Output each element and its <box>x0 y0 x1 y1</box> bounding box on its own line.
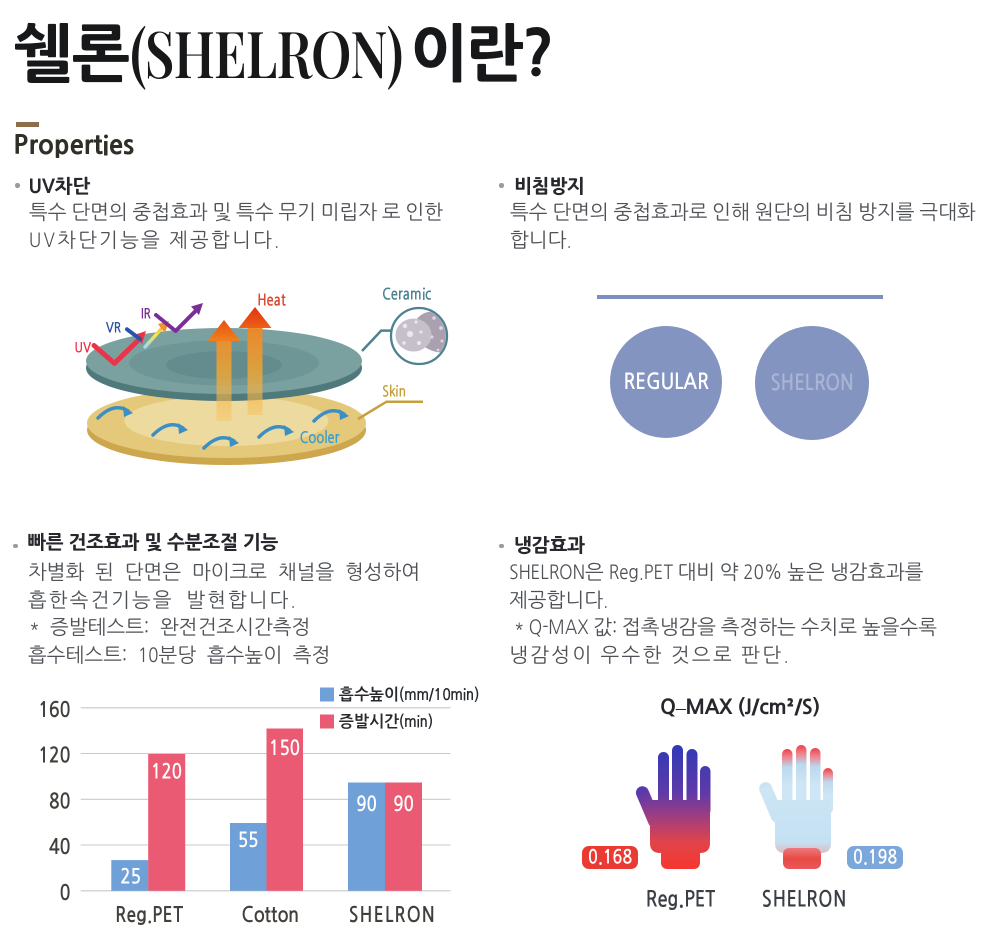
svg-text:Skin: Skin <box>382 384 406 400</box>
svg-text:80: 80 <box>49 791 71 812</box>
svg-text:0.198: 0.198 <box>853 848 897 867</box>
svg-text:IR: IR <box>141 307 151 321</box>
svg-text:0: 0 <box>60 883 71 904</box>
svg-text:55: 55 <box>238 830 259 850</box>
svg-text:Cooler: Cooler <box>300 430 340 446</box>
svg-text:90: 90 <box>356 794 377 814</box>
svg-text:증발시간(min): 증발시간(min) <box>339 713 433 730</box>
svg-text:Reg.PET: Reg.PET <box>115 905 183 926</box>
svg-text:Heat: Heat <box>257 294 287 309</box>
svg-text:40: 40 <box>49 837 71 858</box>
svg-text:120: 120 <box>38 746 70 767</box>
svg-text:150: 150 <box>269 738 300 758</box>
svg-text:Ceramic: Ceramic <box>382 288 432 303</box>
svg-text:SHELRON: SHELRON <box>762 890 847 911</box>
svg-text:25: 25 <box>120 867 141 887</box>
svg-text:90: 90 <box>393 794 414 814</box>
svg-text:0.168: 0.168 <box>588 848 632 867</box>
svg-text:Cotton: Cotton <box>242 905 299 926</box>
svg-text:흡수높이(mm/10min): 흡수높이(mm/10min) <box>339 686 479 703</box>
svg-text:120: 120 <box>151 762 182 782</box>
svg-text:160: 160 <box>38 700 70 721</box>
svg-text:Reg.PET: Reg.PET <box>646 890 716 911</box>
svg-text:SHELRON: SHELRON <box>349 905 436 926</box>
svg-text:VR: VR <box>106 322 121 336</box>
svg-text:UV: UV <box>75 341 92 355</box>
